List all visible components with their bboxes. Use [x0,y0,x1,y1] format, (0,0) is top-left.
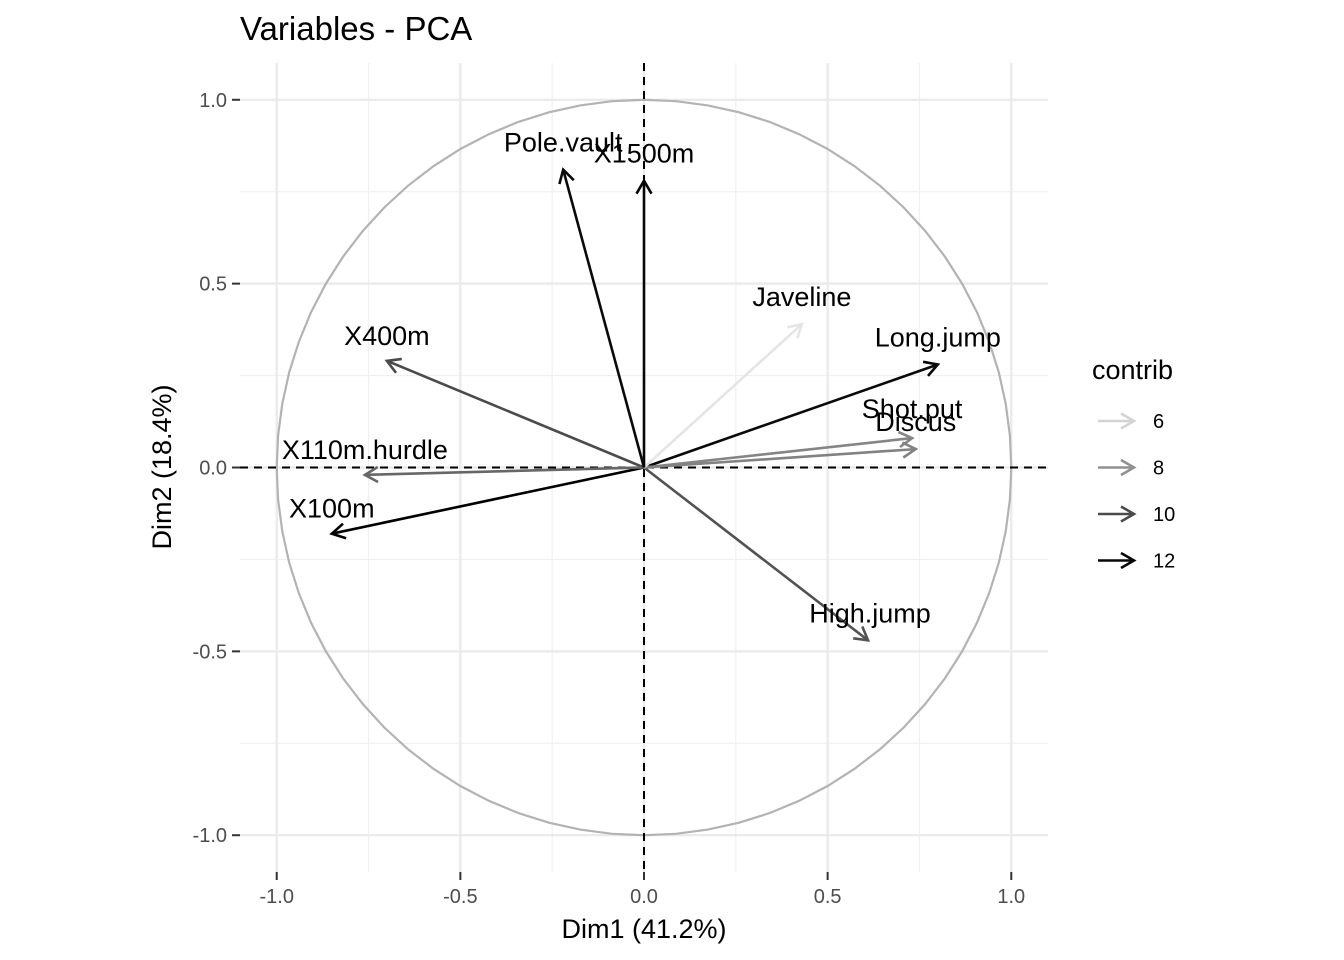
legend-key-arrowhead [1120,458,1137,477]
vector-arrowhead [787,322,804,339]
variable-label: Javeline [752,282,851,312]
x-tick-label: 0.5 [814,886,842,908]
y-tick-label: 0.5 [199,274,227,296]
vector-line [561,169,646,468]
vector-pole-vault [558,167,646,468]
vector-high-jump [643,466,871,642]
legend-label: 12 [1153,551,1175,573]
vector-line [364,466,645,477]
legend-key-arrowhead [1120,412,1137,430]
vector-arrowhead [329,522,347,540]
legend-label: 10 [1153,504,1175,526]
vector-line [386,359,645,469]
variable-label: High.jump [809,598,931,628]
legend-label: 6 [1153,411,1164,433]
vector-line [643,323,803,469]
variable-label: Long.jump [875,323,1001,353]
vector-x1500m [635,178,653,468]
y-tick-label: -1.0 [193,825,227,847]
vector-arrowhead [362,465,379,484]
legend-key-arrowhead [1120,505,1137,523]
variable-label: X1500m [594,139,695,169]
vector-arrowhead [558,167,575,185]
vector-arrowhead [922,360,941,377]
legend-entry: 10 [1098,504,1175,526]
vector-line [643,466,869,642]
variable-label: Discus [875,407,956,437]
legend-title: contrib [1092,355,1173,385]
chart-title: Variables - PCA [240,10,472,47]
x-tick-label: -1.0 [259,886,293,908]
reference-lines [240,63,1048,872]
vector-arrowhead [853,626,871,642]
variable-label: X100m [289,494,375,524]
axis-ticks: -1.0 -0.5 0.0 0.5 1.0 -1.0 -0.5 0.0 0.5 1.0 [193,90,1026,908]
vector-line [643,436,913,469]
legend-entry: 8 [1098,458,1164,480]
legend-label: 8 [1153,458,1164,480]
vector-javeline [643,322,804,469]
vector-line [643,363,939,469]
vector-line [643,447,916,469]
variable-label: X110m.hurdle [282,435,448,465]
vector-discus [643,441,919,469]
x-tick-label: -0.5 [443,886,477,908]
vector-shot-put [643,430,915,469]
variable-label: Shot.put [862,394,963,424]
x-axis-title: Dim1 (41.2%) [561,914,726,944]
vector-arrowhead [384,357,402,374]
vector-x400m [384,357,645,469]
y-tick-label: 0.0 [199,458,227,480]
legend: contrib 6 8 10 12 [1092,355,1175,573]
correlation-circle [275,98,1013,837]
y-tick-label: -0.5 [193,641,227,663]
variable-label: X400m [344,321,430,351]
vector-arrowhead [901,441,919,459]
variable-label: Pole.vault [504,128,623,158]
vector-long-jump [643,360,941,469]
legend-key-arrowhead [1120,551,1137,570]
y-tick-label: 1.0 [199,90,227,112]
vector-line [331,466,645,535]
legend-entry: 12 [1098,551,1175,573]
correlation-circle-layer [275,98,1013,837]
y-axis-title: Dim2 (18.4%) [147,384,177,549]
vector-arrowhead [635,178,653,195]
x-tick-label: 1.0 [997,886,1025,908]
vector-x100m [329,466,645,540]
x-tick-label: 0.0 [630,886,658,908]
legend-entry: 6 [1098,411,1164,433]
vector-x110m-hurdle [362,465,645,484]
variable-vectors [329,167,941,642]
variable-labels: X100m Long.jump Shot.put High.jump X400m X110… [282,128,1001,629]
